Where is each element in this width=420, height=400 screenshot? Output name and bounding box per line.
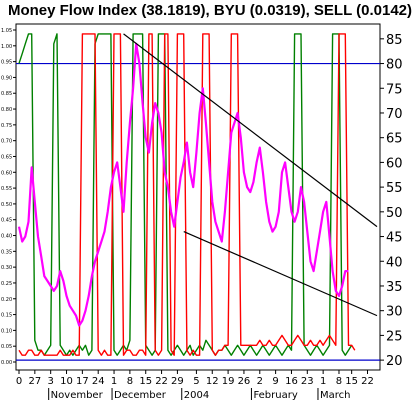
- x-tick-label-5: 24: [92, 376, 105, 387]
- left-tick-label-13: 0.65: [1, 154, 12, 160]
- left-tick-label-19: 0.95: [1, 60, 12, 66]
- left-tick-label-17: 0.85: [1, 91, 12, 97]
- right-tick-label-9: 65: [386, 132, 403, 147]
- month-label-0: November: [51, 390, 104, 400]
- left-tick-label-1: 0.05: [1, 344, 12, 350]
- left-axis: 0.00 0.05 0.10 0.15 0.20 0.25 0.30 0.35 0.40 0.45…: [1, 28, 16, 366]
- left-tick-label-0: 0.00: [1, 360, 12, 366]
- left-tick-label-8: 0.40: [1, 234, 12, 240]
- left-tick-label-12: 0.60: [1, 170, 12, 176]
- x-tick-label-0: 0: [16, 376, 22, 387]
- x-tick-label-14: 26: [238, 376, 251, 387]
- right-tick-label-6: 50: [386, 206, 403, 221]
- right-tick-label-11: 75: [386, 82, 403, 97]
- trendline-0: [123, 33, 378, 228]
- right-tick-label-13: 85: [386, 33, 403, 48]
- month-label-4: March: [320, 390, 350, 400]
- left-tick-label-3: 0.15: [1, 313, 12, 319]
- right-tick-label-10: 70: [386, 107, 403, 122]
- right-tick-label-3: 35: [386, 280, 403, 295]
- x-tick-label-20: 8: [336, 376, 342, 387]
- left-tick-label-21: 1.05: [1, 28, 12, 34]
- x-tick-label-6: 1: [111, 376, 117, 387]
- x-tick-label-15: 2: [257, 376, 263, 387]
- month-label-3: February: [253, 390, 297, 400]
- left-tick-label-6: 0.30: [1, 265, 12, 271]
- left-tick-label-2: 0.10: [1, 328, 12, 334]
- x-tick-label-21: 15: [345, 376, 358, 387]
- right-tick-label-4: 40: [386, 255, 403, 270]
- series-line-0: [17, 42, 349, 327]
- x-tick-label-22: 22: [361, 376, 374, 387]
- left-tick-label-14: 0.70: [1, 139, 12, 145]
- left-tick-label-5: 0.25: [1, 281, 12, 287]
- x-tick-label-16: 9: [272, 376, 278, 387]
- right-tick-label-1: 25: [386, 329, 403, 344]
- plot-border: [15, 23, 381, 371]
- right-tick-label-12: 80: [386, 58, 403, 73]
- x-tick-label-8: 15: [139, 376, 152, 387]
- x-tick-label-3: 10: [60, 376, 73, 387]
- x-axis: 0 27 3 10 17 24 1 8 15 22 29 5 12 19 26 2 9 16 23 1 8 15 22Nov…: [16, 370, 374, 400]
- trendline-1: [183, 231, 378, 317]
- x-tick-label-2: 3: [47, 376, 53, 387]
- right-tick-label-8: 60: [386, 156, 403, 171]
- x-tick-label-19: 1: [320, 376, 326, 387]
- x-tick-label-13: 19: [222, 376, 235, 387]
- month-label-1: December: [114, 390, 167, 400]
- x-tick-label-11: 5: [193, 376, 199, 387]
- left-tick-label-15: 0.75: [1, 123, 12, 129]
- x-tick-label-7: 8: [127, 376, 133, 387]
- right-axis: 20 25 30 35 40 45 50 55 60 65 70 75 80 85: [380, 33, 403, 369]
- right-tick-label-0: 20: [386, 354, 403, 369]
- x-tick-label-4: 17: [76, 376, 89, 387]
- left-tick-label-9: 0.45: [1, 218, 12, 224]
- x-tick-label-10: 29: [171, 376, 184, 387]
- left-tick-label-18: 0.90: [1, 75, 12, 81]
- x-tick-label-17: 16: [285, 376, 298, 387]
- x-tick-label-1: 27: [28, 376, 41, 387]
- right-tick-label-2: 30: [386, 305, 403, 320]
- month-label-2: 2004: [184, 390, 209, 400]
- x-tick-label-12: 12: [206, 376, 219, 387]
- series-group: [17, 33, 356, 356]
- left-tick-label-10: 0.50: [1, 202, 12, 208]
- x-tick-label-9: 22: [155, 376, 168, 387]
- right-tick-label-7: 55: [386, 181, 403, 196]
- chart-title: Money Flow Index (38.1819), BYU (0.0319)…: [7, 2, 413, 19]
- x-tick-label-18: 23: [301, 376, 314, 387]
- left-tick-label-4: 0.20: [1, 297, 12, 303]
- right-tick-label-5: 45: [386, 231, 403, 246]
- reference-lines: [16, 62, 380, 361]
- left-tick-label-11: 0.55: [1, 186, 12, 192]
- plot-frame: [15, 23, 381, 371]
- series-line-2: [18, 33, 356, 356]
- left-tick-label-20: 1.00: [1, 44, 12, 50]
- trendlines: [123, 33, 378, 317]
- left-tick-label-7: 0.35: [1, 249, 12, 255]
- left-tick-label-16: 0.80: [1, 107, 12, 113]
